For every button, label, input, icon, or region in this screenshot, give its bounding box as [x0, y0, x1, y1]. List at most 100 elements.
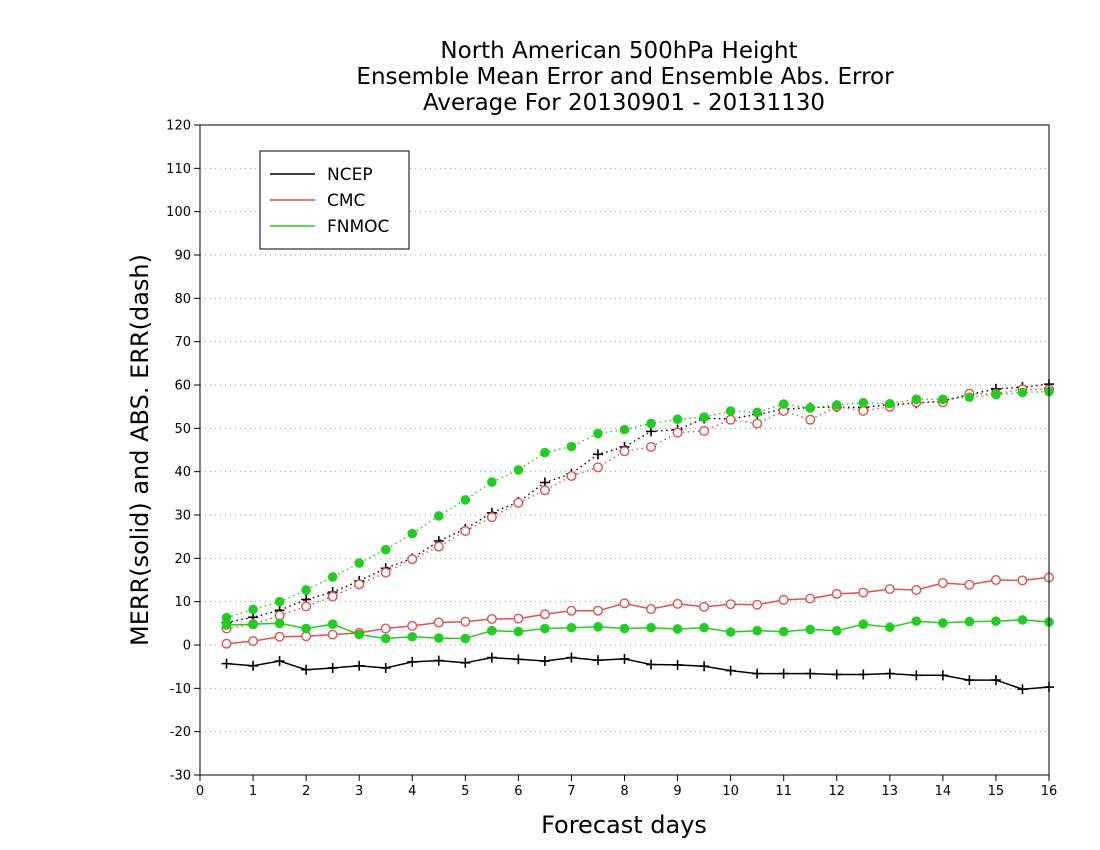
cmc-merr-point — [566, 605, 577, 616]
ncep-merr-point — [937, 670, 948, 681]
y-tick-label: 80 — [174, 292, 191, 307]
cmc-abserr-point — [619, 446, 630, 457]
x-tick-label: 3 — [355, 784, 363, 799]
ncep-merr-point — [221, 658, 232, 669]
fnmoc-merr-point — [566, 622, 577, 633]
fnmoc-abserr-point — [407, 528, 418, 539]
fnmoc-abserr-point — [778, 399, 789, 409]
ncep-merr-point — [752, 668, 763, 679]
fnmoc-abserr-point — [672, 414, 683, 425]
cmc-merr-point — [937, 578, 948, 589]
y-tick-label: -20 — [170, 725, 191, 740]
cmc-merr-point — [592, 605, 603, 616]
x-tick-label: 0 — [196, 784, 204, 799]
y-tick-label: 20 — [174, 552, 191, 567]
fnmoc-abserr-point — [752, 407, 762, 418]
fnmoc-merr-point — [460, 633, 471, 644]
cmc-abserr-point — [672, 427, 683, 438]
y-tick-label: 60 — [174, 379, 191, 394]
x-axis-ticks: 0 1 2 3 4 5 6 7 8 9 10 11 12 13 14 15 16 — [196, 775, 1057, 799]
fnmoc-merr-point — [221, 620, 232, 630]
y-axis-label: MERR(solid) and ABS. ERR(dash) — [126, 254, 154, 646]
chart-title-line-3: Average For 20130901 - 20131130 — [423, 90, 825, 116]
legend: NCEP CMC FNMOC — [259, 150, 410, 250]
cmc-merr-line — [226, 576, 1050, 645]
cmc-merr-point — [778, 594, 789, 605]
fnmoc-abserr-point — [301, 585, 311, 595]
cmc-merr-point — [380, 623, 391, 634]
cmc-merr-point — [725, 599, 736, 610]
fnmoc-merr-point — [433, 633, 444, 643]
cmc-abserr-point — [539, 485, 550, 496]
fnmoc-abserr-point — [593, 428, 603, 439]
cmc-merr-point — [752, 599, 763, 610]
x-axis-label: Forecast days — [541, 811, 707, 839]
series-lines — [226, 383, 1050, 690]
fnmoc-merr-point — [593, 622, 603, 632]
fnmoc-abserr-point — [380, 544, 391, 555]
ncep-merr-point — [964, 675, 975, 686]
ncep-merr-point — [407, 656, 418, 667]
cmc-merr-point — [433, 617, 444, 628]
cmc-merr-point — [831, 588, 842, 599]
fnmoc-abserr-point — [885, 398, 895, 409]
y-tick-label: 90 — [174, 249, 191, 264]
cmc-merr-point — [539, 609, 550, 620]
ncep-merr-point — [433, 655, 444, 666]
cmc-merr-point — [221, 638, 232, 649]
fnmoc-merr-point — [938, 618, 948, 628]
y-tick-label: 0 — [183, 639, 191, 654]
cmc-abserr-point — [301, 601, 312, 612]
fnmoc-merr-point — [380, 633, 391, 644]
cmc-merr-point — [460, 616, 471, 627]
cmc-merr-point — [407, 620, 418, 631]
ncep-merr-point — [646, 659, 657, 670]
fnmoc-abserr-point — [274, 596, 285, 607]
plot-frame — [199, 124, 1050, 776]
cmc-merr-point — [1017, 575, 1028, 586]
chart-title-line-1: North American 500hPa Height — [440, 38, 797, 64]
fnmoc-merr-point — [1017, 615, 1028, 625]
x-tick-label: 8 — [620, 784, 628, 799]
fnmoc-abserr-point — [248, 604, 258, 615]
legend-label-cmc: CMC — [327, 191, 365, 211]
x-tick-label: 12 — [828, 784, 845, 799]
fnmoc-merr-point — [752, 625, 762, 636]
fnmoc-merr-point — [513, 626, 524, 637]
fnmoc-merr-point — [699, 622, 709, 633]
cmc-abserr-point — [354, 579, 365, 590]
fnmoc-abserr-point — [964, 392, 975, 402]
fnmoc-merr-point — [805, 624, 816, 635]
y-tick-label: 50 — [174, 422, 191, 437]
cmc-abserr-point — [725, 414, 736, 425]
ncep-merr-point — [354, 660, 365, 671]
fnmoc-abserr-point — [699, 412, 709, 422]
fnmoc-merr-point — [964, 616, 975, 627]
x-tick-label: 5 — [461, 784, 469, 799]
fnmoc-merr-point — [540, 623, 550, 634]
series-markers — [221, 169, 1054, 695]
cmc-merr-point — [699, 601, 710, 612]
fnmoc-merr-point — [327, 619, 338, 629]
fnmoc-abserr-point — [805, 403, 816, 413]
ncep-merr-point — [990, 675, 1001, 686]
ncep-abserr-point — [592, 449, 603, 460]
cmc-abserr-point — [566, 471, 577, 482]
ncep-merr-point — [274, 656, 285, 667]
y-axis-ticks: -30 -20 -10 0 10 20 30 40 50 60 70 80 90 100 110 120 — [166, 119, 200, 784]
fnmoc-merr-point — [885, 622, 895, 633]
ncep-merr-point — [513, 654, 524, 665]
cmc-abserr-point — [380, 567, 391, 578]
fnmoc-abserr-line — [226, 390, 1050, 619]
cmc-abserr-point — [858, 406, 869, 417]
y-tick-label: 110 — [166, 162, 191, 177]
cmc-merr-point — [964, 579, 975, 590]
cmc-merr-point — [619, 598, 630, 609]
ncep-merr-point — [1017, 684, 1028, 695]
fnmoc-abserr-point — [911, 394, 922, 405]
fnmoc-abserr-point — [991, 389, 1001, 400]
fnmoc-abserr-point — [938, 394, 948, 405]
fnmoc-merr-point — [354, 629, 364, 640]
ncep-merr-point — [831, 669, 842, 680]
fnmoc-merr-point — [487, 625, 497, 636]
